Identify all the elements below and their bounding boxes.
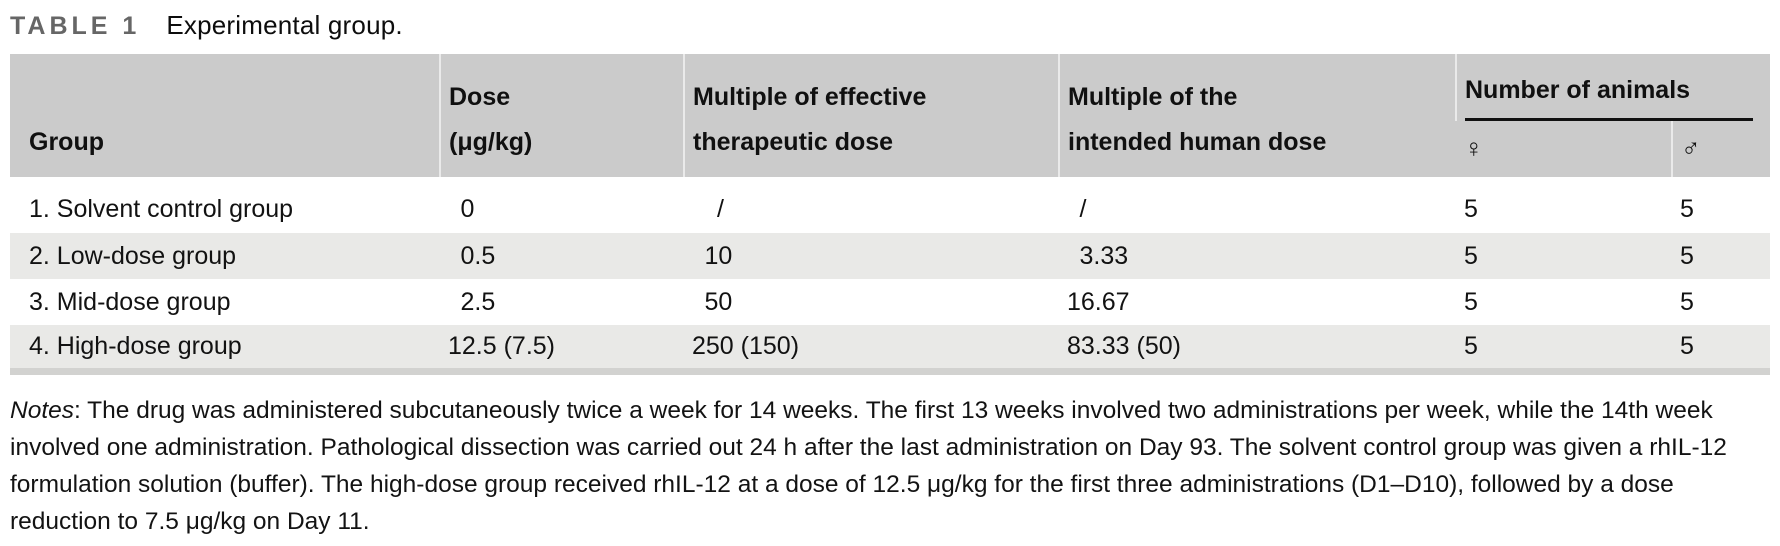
column-header-dose: Dose (μg/kg) (439, 54, 684, 177)
cell: 3. Mid-dose group (29, 287, 231, 316)
cell: 1. Solvent control group (29, 194, 294, 223)
cell: 0.5 (440, 233, 684, 279)
cell: / (1079, 194, 1087, 223)
cell: 0 (460, 194, 475, 223)
table-caption: Experimental group. (166, 10, 403, 40)
column-header-number-of-animals: Number of animals (1455, 54, 1770, 121)
experimental-group-table: Group Dose (μg/kg) Multiple of effective t… (10, 54, 1770, 375)
notes: Notes: The drug was administered subcuta… (10, 392, 1772, 540)
table-row: 2. Low-dose group 0.5 10 3.33 5 5 (10, 233, 1770, 279)
cell: 5 (1672, 325, 1770, 371)
table-row: 1. Solvent control group 0 / / 5 5 (10, 177, 1770, 233)
column-header-group: Group (10, 54, 440, 177)
column-header-effective-multiple: Multiple of effective therapeutic dose (683, 54, 1059, 177)
table-label: TABLE 1 (10, 12, 141, 40)
cell: 5 (1464, 194, 1478, 223)
column-header-male: ♂ (1671, 121, 1770, 177)
notes-label: Notes (10, 396, 75, 424)
cell: 2. Low-dose group (10, 233, 440, 279)
cell: 2.5 (460, 287, 496, 316)
female-icon: ♀ (1464, 133, 1484, 163)
cell: 5 (1672, 233, 1770, 279)
page: TABLE 1 Experimental group. Group Dose (μg… (0, 10, 1780, 540)
table-title-row: TABLE 1 Experimental group. (10, 10, 1780, 41)
cell: / (717, 194, 724, 223)
cell: 5 (1680, 194, 1694, 223)
table-row: 4. High-dose group 12.5 (7.5) 250 (150) 83.… (10, 325, 1770, 371)
table-body: 1. Solvent control group 0//5 5 2. Low-dose… (10, 177, 1770, 371)
cell: 4. High-dose group (10, 325, 440, 371)
cell: 5 (1456, 325, 1672, 371)
cell: 5 (1456, 233, 1672, 279)
table-row: 3. Mid-dose group 2.5 50 16.67 5 5 (10, 279, 1770, 325)
column-header-human-multiple: Multiple of the intended human dose (1058, 54, 1456, 177)
cell: 5 (1680, 287, 1694, 316)
number-of-animals-label: Number of animals (1465, 68, 1753, 121)
column-header-female: ♀ (1456, 121, 1672, 177)
notes-body: : The drug was administered subcutaneous… (10, 396, 1727, 535)
cell: 16.67 (1067, 287, 1130, 316)
male-icon: ♂ (1681, 133, 1701, 163)
cell: 12.5 (7.5) (440, 325, 684, 371)
cell: 250 (150) (684, 325, 1059, 371)
cell: 3.33 (1059, 233, 1456, 279)
cell: 50 (704, 287, 733, 316)
table-header: Group Dose (μg/kg) Multiple of effective t… (10, 54, 1770, 177)
cell: 10 (684, 233, 1059, 279)
cell: 5 (1464, 287, 1478, 316)
cell: 83.33 (50) (1059, 325, 1456, 371)
